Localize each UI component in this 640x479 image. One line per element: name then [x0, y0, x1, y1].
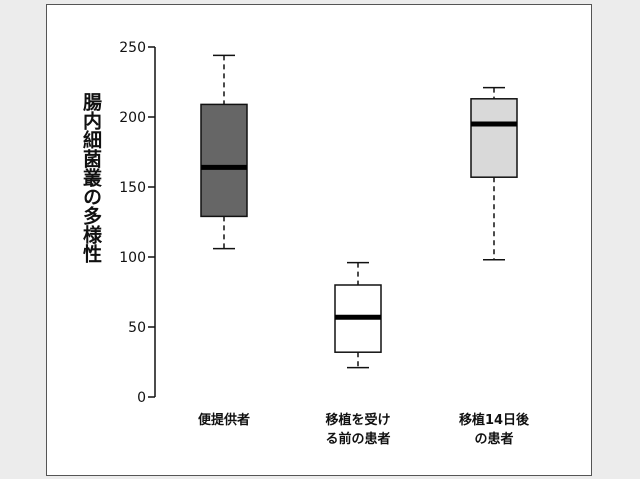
y-tick-label: 50 [128, 320, 146, 336]
box-iqr [470, 98, 518, 178]
box-iqr [200, 103, 248, 218]
x-category-label: 移植を受け [325, 412, 390, 428]
y-tick-label: 0 [137, 390, 146, 406]
y-tick-label: 100 [119, 250, 146, 266]
x-category-label: の患者 [474, 431, 513, 447]
x-category-label: 移植14日後 [459, 412, 530, 428]
x-category-label: 便提供者 [198, 412, 250, 428]
y-tick-label: 150 [119, 180, 146, 196]
x-category-label: る前の患者 [325, 431, 390, 447]
y-axis-label: 腸内細菌叢の多様性 [80, 92, 102, 263]
y-tick-label: 200 [119, 110, 146, 126]
chart-frame [46, 4, 592, 476]
y-tick-label: 250 [119, 40, 146, 56]
